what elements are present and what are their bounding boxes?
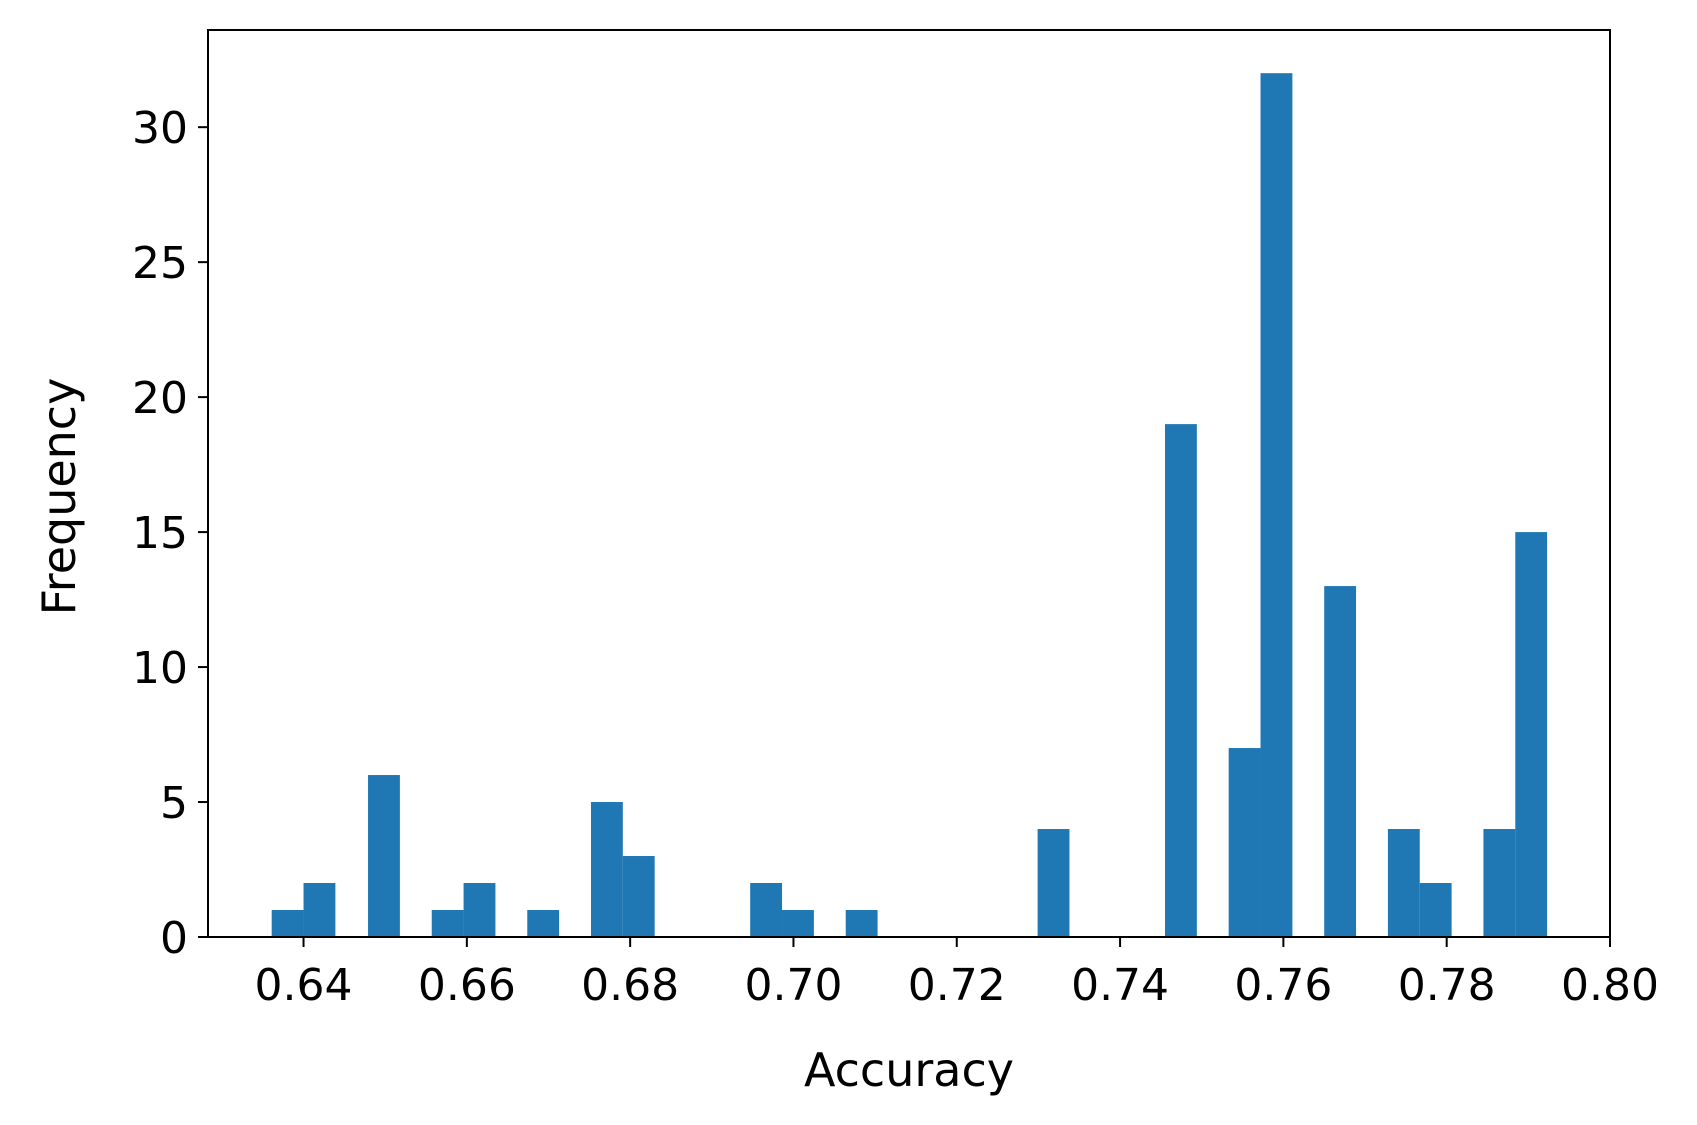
histogram-bar — [1387, 829, 1420, 937]
histogram-bar — [845, 910, 878, 937]
bars-group — [271, 73, 1548, 937]
x-tick-label: 0.70 — [744, 960, 842, 1011]
x-tick-label: 0.64 — [255, 960, 353, 1011]
plot-frame — [207, 29, 1611, 938]
x-tick-label: 0.68 — [581, 960, 679, 1011]
x-tick-label: 0.66 — [418, 960, 516, 1011]
x-tick-label: 0.76 — [1234, 960, 1332, 1011]
y-axis-ticks: 0 5 10 15 20 25 30 — [132, 103, 208, 964]
histogram-bar — [1164, 424, 1197, 937]
histogram-bar — [1515, 532, 1548, 937]
histogram-bar — [271, 910, 304, 937]
x-tick-label: 0.74 — [1071, 960, 1169, 1011]
histogram-bar — [1037, 829, 1070, 937]
x-tick-label: 0.80 — [1561, 960, 1659, 1011]
histogram-bar — [590, 802, 623, 937]
y-tick-label: 20 — [132, 373, 188, 424]
x-axis-label: Accuracy — [804, 1043, 1014, 1097]
histogram-bar — [622, 856, 655, 937]
histogram-bar — [1419, 883, 1452, 937]
histogram-bar — [368, 775, 400, 937]
y-tick-label: 10 — [132, 643, 188, 694]
x-axis-ticks: 0.64 0.66 0.68 0.70 0.72 0.74 0.76 0.78 0.80 — [255, 937, 1659, 1011]
y-tick-label: 30 — [132, 103, 188, 154]
histogram-bar — [527, 910, 560, 937]
histogram-bar — [1483, 829, 1516, 937]
histogram-bar — [750, 883, 783, 937]
y-tick-label: 0 — [160, 913, 188, 964]
y-tick-label: 25 — [132, 238, 188, 289]
histogram-bar — [1324, 586, 1357, 937]
y-axis-label: Frequency — [32, 378, 86, 616]
histogram-bar — [463, 883, 496, 937]
histogram-bar — [1260, 73, 1293, 937]
histogram-bar — [303, 883, 336, 937]
histogram-bar — [1228, 748, 1261, 937]
x-tick-label: 0.72 — [908, 960, 1006, 1011]
x-tick-label: 0.78 — [1398, 960, 1496, 1011]
histogram-bar — [431, 910, 464, 937]
y-tick-label: 15 — [132, 508, 188, 559]
histogram-bar — [782, 910, 814, 937]
y-tick-label: 5 — [160, 778, 188, 829]
